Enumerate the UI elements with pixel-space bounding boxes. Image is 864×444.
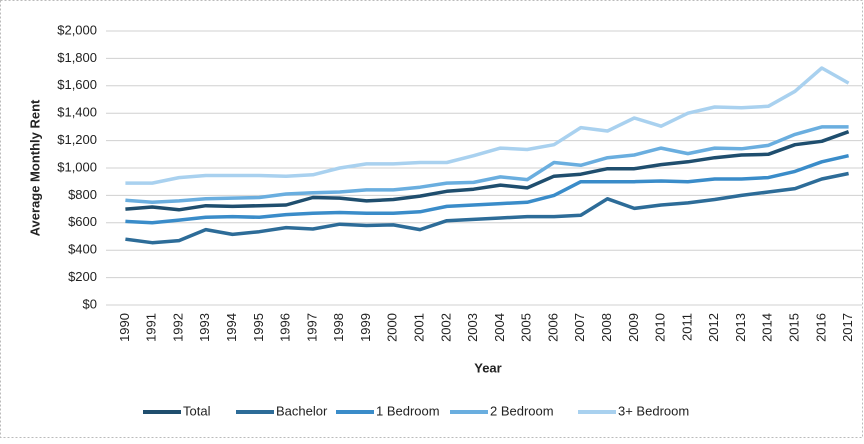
x-tick-label: 2017	[840, 313, 855, 342]
x-tick-label: 2000	[385, 313, 400, 342]
x-tick-label: 2016	[813, 313, 828, 342]
y-tick-label: $400	[68, 242, 97, 257]
y-tick-label: $0	[83, 296, 97, 311]
x-tick-label: 2010	[653, 313, 668, 342]
series-line	[125, 66, 850, 185]
x-tick-label: 2008	[599, 313, 614, 342]
y-tick-label: $1,800	[57, 50, 97, 65]
x-tick-label: 2013	[733, 313, 748, 342]
x-tick-label: 1995	[251, 313, 266, 342]
y-tick-label: $600	[68, 214, 97, 229]
x-tick-label: 1998	[331, 313, 346, 342]
y-tick-label: $1,600	[57, 77, 97, 92]
legend-label: Total	[183, 403, 211, 418]
series-line	[125, 125, 849, 205]
series-line	[125, 153, 849, 225]
y-axis-label: Average Monthly Rent	[27, 99, 42, 236]
legend-label: Bachelor	[276, 403, 328, 418]
x-tick-label: 2002	[438, 313, 453, 342]
x-axis-label: Year	[474, 360, 501, 375]
x-tick-label: 2009	[626, 313, 641, 342]
x-tick-label: 1992	[170, 313, 185, 342]
y-tick-label: $2,000	[57, 22, 97, 37]
x-tick-label: 1996	[278, 313, 293, 342]
y-tick-label: $800	[68, 187, 97, 202]
x-tick-label: 2006	[545, 313, 560, 342]
y-tick-label: $1,400	[57, 105, 97, 120]
x-tick-label: 2003	[465, 313, 480, 342]
y-tick-label: $200	[68, 269, 97, 284]
x-tick-label: 1997	[304, 313, 319, 342]
x-tick-label: 2012	[706, 313, 721, 342]
series-line	[125, 130, 850, 212]
x-tick-label: 2015	[786, 313, 801, 342]
y-tick-label: $1,000	[57, 159, 97, 174]
x-tick-label: 1993	[197, 313, 212, 342]
legend-label: 1 Bedroom	[376, 403, 440, 418]
x-tick-label: 2005	[519, 313, 534, 342]
x-tick-label: 2001	[411, 313, 426, 342]
x-tick-label: 2004	[492, 313, 507, 342]
x-tick-label: 2014	[760, 313, 775, 342]
legend-label: 3+ Bedroom	[618, 403, 689, 418]
x-tick-label: 2011	[679, 313, 694, 341]
x-tick-label: 1990	[117, 313, 132, 342]
x-tick-label: 1999	[358, 313, 373, 342]
legend-label: 2 Bedroom	[490, 403, 554, 418]
x-tick-label: 2007	[572, 313, 587, 342]
y-tick-label: $1,200	[57, 132, 97, 147]
series-line	[125, 171, 849, 245]
x-tick-label: 1994	[224, 313, 239, 342]
x-tick-label: 1991	[144, 313, 159, 342]
